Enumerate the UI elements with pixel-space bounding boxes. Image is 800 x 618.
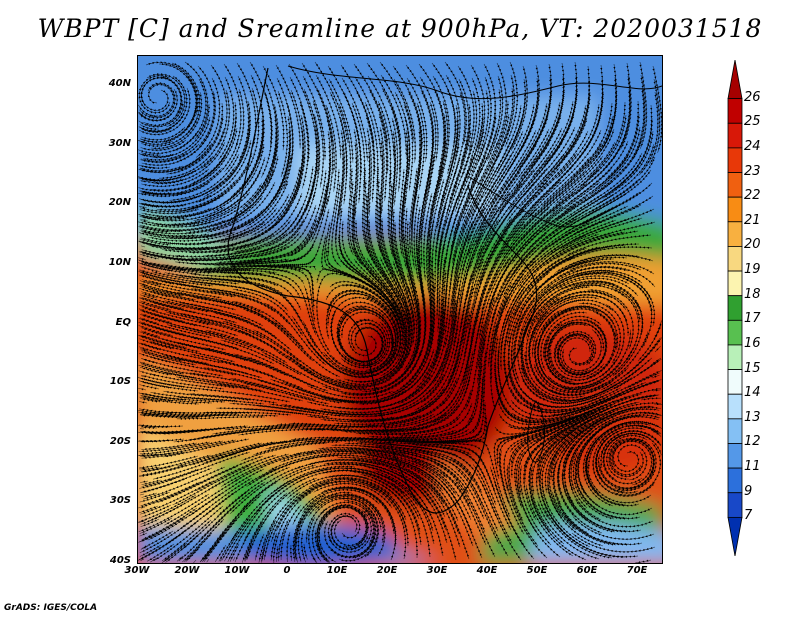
streamline (285, 531, 291, 560)
streamline (303, 543, 308, 560)
streamline (261, 546, 266, 563)
streamline (254, 533, 265, 561)
colorbar-tick-label: 19 (744, 262, 761, 278)
streamline (140, 558, 145, 562)
streamline (325, 559, 330, 563)
lon-tick-label: 20E (376, 565, 398, 576)
colorbar-swatch (727, 147, 743, 173)
streamline (185, 546, 201, 562)
lon-tick-label: 40E (476, 565, 498, 576)
streamline (307, 516, 317, 563)
streamline (176, 555, 184, 562)
streamline (558, 526, 639, 558)
colorbar-swatch (727, 369, 743, 395)
colorbar-swatch (727, 319, 743, 346)
streamline (219, 557, 223, 562)
colorbar-tick-label: 15 (744, 360, 761, 376)
colorbar-tick-label: 11 (744, 459, 761, 475)
grads-credit: GrADS: IGES/COLA (4, 603, 98, 613)
lon-tick-label: 60E (576, 565, 598, 576)
colorbar-swatch (727, 418, 743, 444)
lon-tick-label: 30W (124, 565, 150, 576)
colorbar-tick-label: 14 (744, 385, 761, 401)
colorbar-swatch (727, 492, 743, 518)
colorbar (727, 60, 743, 556)
colorbar-tick-label: 17 (744, 311, 761, 327)
streamline (233, 556, 236, 561)
colorbar-tick-label: 20 (744, 237, 761, 253)
streamline (244, 542, 253, 562)
lat-tick-label: 40N (108, 78, 131, 89)
streamline (206, 558, 210, 563)
colorbar-swatch (727, 172, 743, 198)
streamline (489, 322, 498, 411)
lat-tick-label: 30S (109, 495, 131, 507)
lat-tick-label: 40S (109, 555, 131, 566)
map-panel[interactable] (137, 55, 663, 564)
colorbar-swatch (727, 98, 743, 124)
colorbar-swatch (727, 196, 743, 223)
colorbar-tick-label: 18 (744, 286, 761, 302)
streamline (150, 557, 158, 563)
streamline (277, 518, 290, 562)
streamline (193, 559, 197, 563)
streamline (652, 65, 662, 153)
lat-tick-label: 20S (109, 435, 131, 447)
lon-tick-label: 50E (526, 565, 548, 576)
lon-tick-label: 10E (326, 565, 348, 576)
colorbar-tick-label: 22 (744, 188, 761, 204)
streamline (246, 555, 249, 560)
colorbar-swatch (727, 246, 743, 272)
streamline (300, 530, 306, 563)
map-title: WBPT [C] and Sreamline at 900hPa, VT: 20… (37, 14, 763, 43)
streamline (293, 517, 303, 561)
streamline (270, 532, 278, 561)
colorbar-tick-label: 24 (744, 138, 761, 154)
streamline (214, 544, 227, 562)
lat-tick-label: EQ (115, 316, 131, 328)
lat-tick-label: 20N (108, 197, 131, 209)
streamline (229, 543, 240, 562)
colorbar-swatch (727, 270, 743, 297)
colorbar-swatch (727, 467, 743, 494)
colorbar-tick-label: 26 (744, 89, 761, 105)
colorbar-swatch (727, 221, 743, 247)
lon-tick-label: 10W (224, 565, 250, 576)
colorbar-swatch (727, 122, 743, 149)
streamline (316, 542, 330, 563)
colorbar-swatch (727, 60, 743, 100)
colorbar-tick-label: 16 (744, 335, 761, 351)
colorbar-swatch (727, 344, 743, 370)
colorbar-swatch (727, 516, 743, 556)
lon-tick-label: 0 (283, 565, 291, 576)
colorbar-tick-label: 21 (744, 212, 761, 228)
colorbar-tick-label: 23 (744, 163, 761, 179)
colorbar-swatch (727, 295, 743, 321)
streamline (312, 555, 318, 563)
lat-tick-label: 10S (109, 376, 131, 388)
colorbar-swatch (727, 443, 743, 469)
streamline (635, 559, 652, 563)
lon-tick-label: 70E (626, 565, 648, 576)
colorbar-swatch (727, 393, 743, 420)
lon-tick-label: 30E (426, 565, 448, 576)
colorbar-tick-label: 9 (744, 483, 753, 499)
wbpt-field (138, 56, 662, 563)
colorbar-tick-label: 7 (744, 508, 753, 524)
colorbar-tick-label: 12 (744, 434, 761, 450)
streamline (163, 556, 171, 563)
lat-tick-label: 10N (108, 256, 131, 268)
colorbar-tick-label: 25 (744, 114, 761, 130)
lon-tick-label: 20W (174, 565, 200, 576)
streamline (275, 545, 279, 562)
lat-tick-label: 30N (108, 137, 131, 149)
streamline (289, 544, 293, 561)
streamline (299, 556, 302, 561)
colorbar-tick-label: 13 (744, 409, 761, 425)
streamlines (138, 61, 662, 563)
streamline (200, 545, 214, 562)
